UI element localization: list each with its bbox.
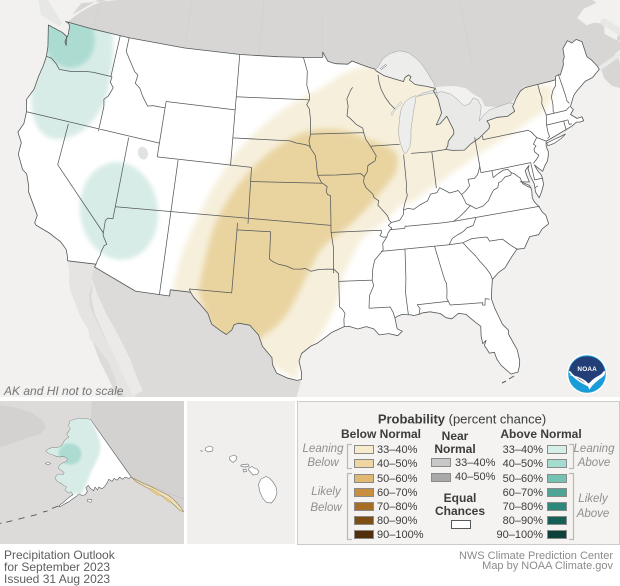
svg-text:NOAA: NOAA — [577, 366, 597, 373]
